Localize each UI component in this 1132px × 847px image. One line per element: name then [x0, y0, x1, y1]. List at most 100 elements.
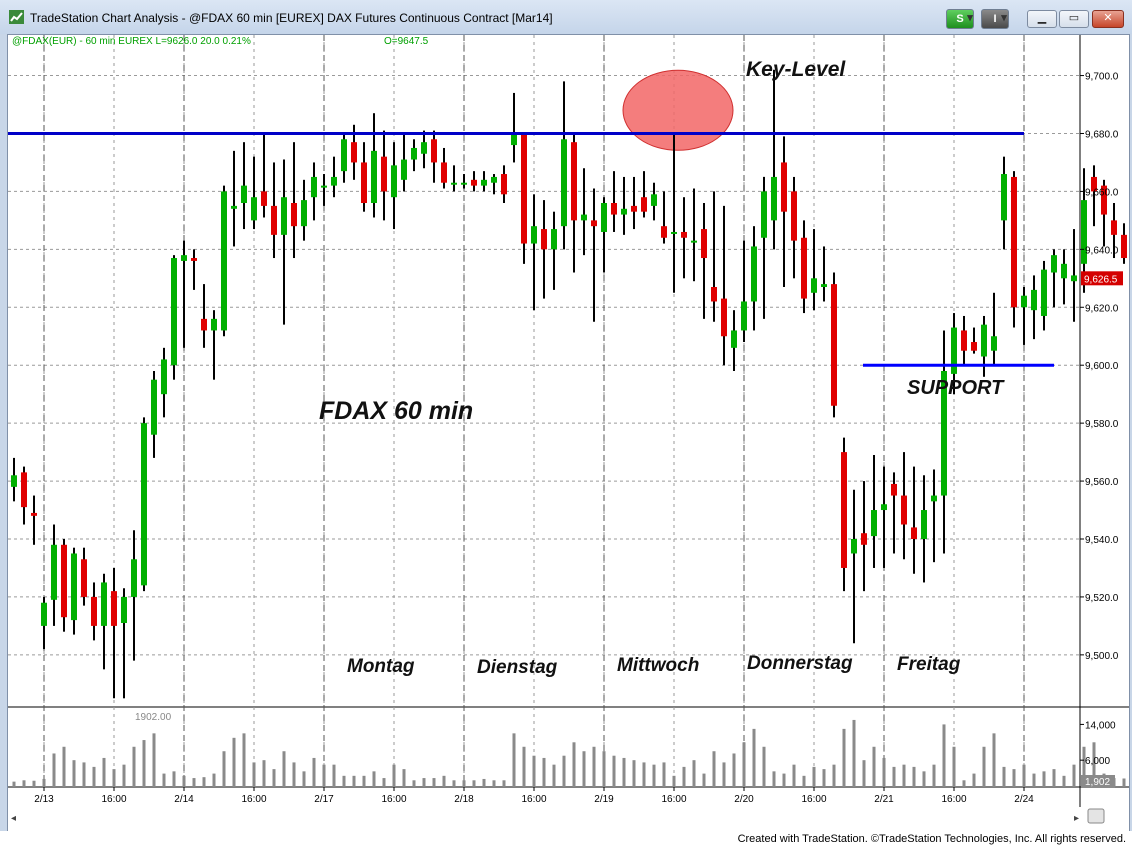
candle: [131, 530, 137, 661]
candle-body: [1061, 263, 1067, 279]
volume-bar: [1032, 773, 1036, 787]
candle: [931, 469, 937, 563]
volume-bar: [492, 780, 496, 787]
candle-body: [531, 226, 537, 244]
maximize-button[interactable]: ▭: [1059, 10, 1089, 28]
volume-bar: [162, 773, 166, 787]
i-button-label: I: [993, 13, 997, 25]
volume-tick-label: 6,000: [1085, 756, 1110, 767]
candle-body: [361, 162, 367, 203]
scroll-left-icon[interactable]: ◂: [11, 813, 16, 824]
volume-bar: [442, 775, 446, 787]
candlestick-chart[interactable]: 9,700.0 9,680.0 9,660.0 9,640.0 9,620.0 9,600…: [8, 35, 1132, 832]
candle-body: [671, 231, 677, 234]
candle: [961, 315, 967, 366]
volume-bar: [522, 746, 526, 787]
close-button[interactable]: ✕: [1092, 10, 1124, 28]
candle: [861, 481, 867, 592]
candle: [451, 165, 457, 192]
candle-body: [241, 185, 247, 203]
candle-body: [71, 553, 77, 621]
volume-bar: [362, 775, 366, 787]
candle: [731, 310, 737, 371]
volume-bar: [922, 771, 926, 787]
price-tick-label: 9,660.0: [1085, 187, 1119, 198]
candle-body: [421, 142, 427, 154]
copyright-text: Created with TradeStation. ©TradeStation…: [737, 833, 1126, 845]
price-tick-label: 9,500.0: [1085, 651, 1119, 662]
candle-body: [541, 229, 547, 250]
time-tick-label: 16:00: [801, 794, 826, 805]
time-tick-label: 2/17: [314, 794, 334, 805]
candle: [991, 292, 997, 366]
indicator-i-button[interactable]: I: [981, 9, 1009, 29]
price-tick-label: 9,680.0: [1085, 129, 1119, 140]
candle: [511, 92, 517, 163]
minimize-button[interactable]: ▁: [1027, 10, 1057, 28]
volume-bar: [252, 762, 256, 787]
candle-body: [181, 255, 187, 261]
time-tick-label: 16:00: [661, 794, 686, 805]
strategy-s-dropdown[interactable]: ▾: [966, 9, 974, 27]
candle: [221, 185, 227, 337]
volume-bar: [82, 762, 86, 787]
volume-bar: [222, 751, 226, 787]
candle-body: [491, 176, 497, 183]
volume-bar: [192, 778, 196, 787]
candle: [301, 179, 307, 241]
candle: [141, 417, 147, 592]
candle: [951, 313, 957, 395]
price-tick-label: 9,580.0: [1085, 419, 1119, 430]
volume-bar: [262, 760, 266, 787]
candle: [101, 573, 107, 670]
candle: [231, 150, 237, 247]
candle-body: [961, 330, 967, 351]
volume-bar: [602, 751, 606, 787]
time-tick-label: 16:00: [101, 794, 126, 805]
candle: [261, 133, 267, 218]
candle: [561, 81, 567, 250]
scroll-right-icon[interactable]: ▸: [1074, 813, 1079, 824]
candle: [661, 191, 667, 244]
candle-body: [591, 220, 597, 227]
volume-bar: [572, 742, 576, 787]
candle-body: [401, 159, 407, 180]
horizontal-scrollbar[interactable]: [8, 807, 1129, 832]
volume-bar: [542, 757, 546, 787]
scrollbar-thumb[interactable]: [1087, 808, 1105, 824]
candle-body: [1041, 269, 1047, 316]
candle-body: [31, 512, 37, 516]
candle-body: [221, 191, 227, 331]
candle-body: [741, 301, 747, 331]
candle-body: [651, 194, 657, 206]
candle: [701, 203, 707, 319]
volume-bar: [92, 766, 96, 787]
time-tick-label: 2/18: [454, 794, 474, 805]
candle: [601, 197, 607, 273]
volume-bar: [422, 778, 426, 787]
candle: [681, 197, 687, 279]
volume-bar: [642, 762, 646, 787]
candle: [341, 133, 347, 183]
strategy-s-button[interactable]: S: [946, 9, 974, 29]
footer: Created with TradeStation. ©TradeStation…: [0, 831, 1132, 847]
volume-bar: [982, 746, 986, 787]
candle-body: [1111, 220, 1117, 235]
candle-body: [1031, 289, 1037, 311]
indicator-i-dropdown[interactable]: ▾: [1000, 9, 1008, 27]
volume-bar: [972, 773, 976, 787]
candle: [1071, 229, 1077, 322]
s-button-label: S: [956, 13, 964, 25]
candle-body: [141, 423, 147, 586]
candle-body: [461, 182, 467, 185]
price-tick-label: 9,560.0: [1085, 477, 1119, 488]
volume-bar: [632, 760, 636, 787]
volume-bar: [172, 771, 176, 787]
candle-body: [171, 258, 177, 366]
volume-bar: [612, 755, 616, 787]
volume-bar: [912, 766, 916, 787]
candle: [751, 226, 757, 331]
candle: [581, 168, 587, 256]
candle: [211, 310, 217, 380]
title-bar[interactable]: TradeStation Chart Analysis - @FDAX 60 m…: [0, 0, 1132, 34]
